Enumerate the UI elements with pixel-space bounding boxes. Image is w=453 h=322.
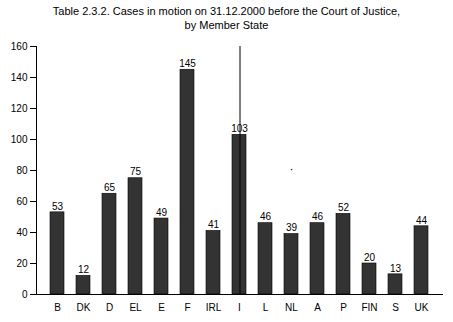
html-text:by Member State: by Member State [184,19,269,31]
svg-text:13: 13 [390,263,402,274]
svg-text:UK: UK [415,302,429,313]
svg-text:·: · [290,162,294,176]
svg-text:120: 120 [11,103,28,114]
svg-text:41: 41 [208,219,220,230]
svg-text:46: 46 [260,211,272,222]
svg-text:80: 80 [16,165,28,176]
html-text:Table 2.3.2. Cases in motion o: Table 2.3.2. Cases in motion on 31.12.20… [52,5,401,17]
svg-text:52: 52 [338,202,350,213]
svg-text:40: 40 [16,227,28,238]
svg-text:100: 100 [11,134,28,145]
svg-text:140: 140 [11,72,28,83]
svg-text:145: 145 [179,58,196,69]
svg-text:44: 44 [416,215,428,226]
svg-text:12: 12 [78,264,90,275]
svg-text:39: 39 [286,222,298,233]
svg-text:DK: DK [77,302,91,313]
svg-text:IRL: IRL [206,302,222,313]
svg-text:S: S [392,302,399,313]
svg-text:EL: EL [129,302,142,313]
svg-text:F: F [184,302,190,313]
svg-text:A: A [314,302,321,313]
svg-text:60: 60 [16,196,28,207]
svg-text:46: 46 [312,211,324,222]
svg-text:53: 53 [52,201,64,212]
svg-text:103: 103 [231,123,248,134]
svg-text:20: 20 [364,252,376,263]
svg-text:20: 20 [16,258,28,269]
svg-text:0: 0 [22,289,28,300]
svg-text:49: 49 [156,207,168,218]
svg-text:FIN: FIN [361,302,377,313]
svg-text:65: 65 [104,182,116,193]
svg-text:75: 75 [130,166,142,177]
svg-text:L: L [263,302,269,313]
svg-text:NL: NL [285,302,298,313]
svg-text:I: I [238,302,241,313]
svg-text:160: 160 [11,41,28,52]
svg-text:E: E [158,302,165,313]
svg-text:B: B [54,302,61,313]
svg-text:P: P [340,302,347,313]
svg-text:D: D [106,302,113,313]
